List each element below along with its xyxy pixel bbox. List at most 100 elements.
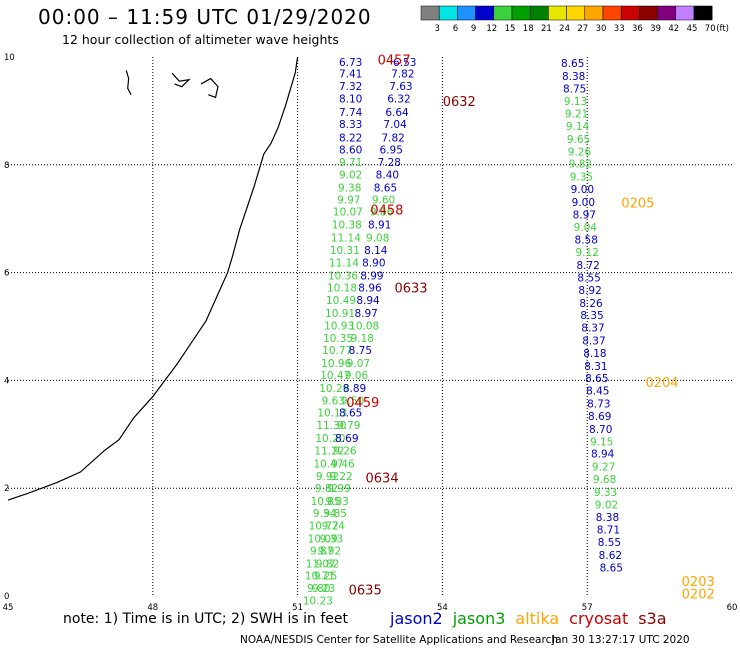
color-swatch (639, 5, 658, 21)
color-scale-label: 24 (559, 24, 570, 34)
wave-height-point: 11.07 (306, 559, 336, 571)
wave-height-point: 9.60 (372, 194, 395, 206)
color-swatch (602, 5, 622, 21)
pass-time-label: 0204 (645, 376, 678, 391)
pass-time-label: 0457 (378, 54, 411, 69)
wave-height-point: 7.74 (339, 107, 363, 119)
x-tick-label: 48 (147, 603, 158, 613)
legend-cryosat: cryosat (569, 609, 629, 628)
wave-height-point: 8.55 (598, 537, 621, 549)
wave-height-point: 8.65 (339, 408, 362, 420)
legend-jason3: jason3 (452, 609, 506, 628)
color-swatch (584, 5, 604, 21)
wave-height-point: 10.35 (323, 333, 353, 345)
satellite-legend: jason2 jason3 altika cryosat s3a (390, 609, 677, 628)
wave-height-point: 9.02 (339, 170, 362, 182)
wave-height-point: 9.35 (570, 172, 593, 184)
wave-height-point: 9.85 (324, 508, 347, 520)
color-swatch (529, 5, 549, 21)
wave-height-point: 8.58 (575, 235, 598, 247)
wave-height-point: 9.92 (316, 471, 339, 483)
wave-height-point: 9.15 (590, 436, 613, 448)
wave-height-point: 8.89 (343, 383, 366, 395)
color-scale-label: 6 (453, 24, 458, 34)
wave-height-point: 9.38 (338, 182, 361, 194)
wave-height-point: 9.46 (331, 458, 355, 470)
wave-height-point: 9.83 (325, 496, 348, 508)
color-scale-label: 45 (687, 24, 698, 34)
wave-height-point: 8.26 (579, 298, 603, 310)
color-scale-label: 70 (705, 24, 716, 34)
color-scale-label: 33 (614, 24, 625, 34)
color-scale-label: 12 (486, 24, 497, 34)
wave-height-point: 9.50 (341, 395, 364, 407)
x-tick-label: 51 (292, 603, 303, 613)
coastline-path (7, 56, 299, 501)
pass-time-label: 0634 (366, 471, 399, 486)
wave-height-point: 9.97 (337, 194, 360, 206)
wave-height-point: 10.20 (315, 433, 345, 445)
wave-height-point: 9.68 (593, 474, 616, 486)
wave-height-point: 9.27 (592, 462, 615, 474)
y-tick-label: 8 (4, 161, 9, 171)
wave-height-point: 10.36 (328, 270, 358, 282)
pass-time-label: 0205 (621, 197, 654, 212)
color-scale-label: 30 (596, 24, 607, 34)
wave-height-point: 11.14 (331, 233, 361, 245)
wave-height-point: 9.12 (576, 247, 599, 259)
color-swatch (548, 5, 567, 21)
color-swatch (511, 5, 531, 21)
wave-height-point: 9.26 (568, 146, 592, 158)
wave-height-point: 8.75 (563, 83, 586, 95)
legend-altika: altika (515, 609, 560, 628)
wave-height-point: 7.04 (383, 119, 407, 131)
wave-height-point: 8.69 (588, 411, 611, 423)
wave-height-point: 8.55 (577, 272, 600, 284)
wave-height-point: 10.18 (327, 283, 357, 295)
wave-height-point: 8.22 (339, 132, 362, 144)
wave-height-point: 9.23 (312, 583, 335, 595)
wave-height-point: 9.82 (316, 559, 339, 571)
wave-height-point: 9.13 (564, 96, 587, 108)
x-tick-label: 57 (582, 603, 593, 613)
wave-height-point: 10.29 (319, 383, 349, 395)
axis-tick-labels: 45 48 51 54 57 60 0 2 4 6 8 10 (3, 53, 738, 613)
wave-height-point: 8.37 (581, 323, 604, 335)
wave-height-point: 10.93 (324, 320, 354, 332)
wave-height-point: 9.65 (567, 134, 590, 146)
pass-time-label: 0635 (349, 584, 382, 599)
wave-height-point: 6.73 (339, 57, 362, 69)
wave-height-point: 9.00 (571, 184, 594, 196)
coastline (7, 56, 299, 501)
wave-height-point: 9.92 (318, 546, 341, 558)
y-tick-label: 2 (4, 484, 9, 494)
y-tick-label: 0 (4, 592, 9, 602)
wave-height-point: 9.22 (329, 471, 352, 483)
wave-height-point: 10.47 (320, 370, 350, 382)
wave-height-point: 10.91 (325, 308, 355, 320)
wave-height-point: 9.82 (315, 483, 338, 495)
chart-grid (8, 57, 732, 596)
wave-height-point: 10.85 (311, 496, 341, 508)
wave-height-point: 8.65 (374, 182, 397, 194)
wave-height-point: 7.82 (391, 69, 414, 81)
wave-height-point: 9.14 (566, 121, 590, 133)
wave-height-point: 8.45 (586, 386, 609, 398)
wave-height-point: 9.04 (574, 222, 598, 234)
wave-height-point: 8.38 (596, 512, 619, 524)
wave-height-point: 8.99 (360, 270, 383, 282)
wave-height-point: 8.60 (339, 145, 362, 157)
wave-height-point: 9.99 (327, 483, 350, 495)
x-tick-label: 45 (3, 603, 14, 613)
chart-title: 00:00 – 11:59 UTC 01/29/2020 (38, 5, 372, 29)
wave-height-point: 10.96 (321, 358, 351, 370)
wave-height-point: 8.33 (339, 119, 362, 131)
color-swatch (693, 5, 713, 21)
wave-height-point: 8.10 (339, 94, 362, 106)
chart-subtitle: 12 hour collection of altimeter wave hei… (62, 32, 339, 47)
color-swatch (438, 5, 458, 21)
wave-height-point: 9.06 (345, 370, 369, 382)
color-swatch (566, 5, 586, 21)
wave-height-point: 10.77 (322, 345, 352, 357)
